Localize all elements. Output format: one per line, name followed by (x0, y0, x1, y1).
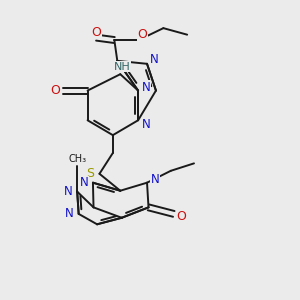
Text: N: N (150, 53, 159, 66)
Text: N: N (65, 207, 74, 220)
Text: O: O (137, 28, 147, 41)
Text: S: S (86, 167, 94, 180)
Text: CH₃: CH₃ (68, 154, 86, 164)
Text: N: N (64, 185, 73, 198)
Text: N: N (80, 176, 88, 189)
Text: N: N (142, 81, 151, 94)
Text: N: N (142, 118, 151, 131)
Text: NH: NH (113, 62, 130, 72)
Text: O: O (50, 84, 60, 97)
Text: O: O (176, 210, 186, 224)
Text: N: N (151, 172, 160, 186)
Text: O: O (92, 26, 101, 39)
